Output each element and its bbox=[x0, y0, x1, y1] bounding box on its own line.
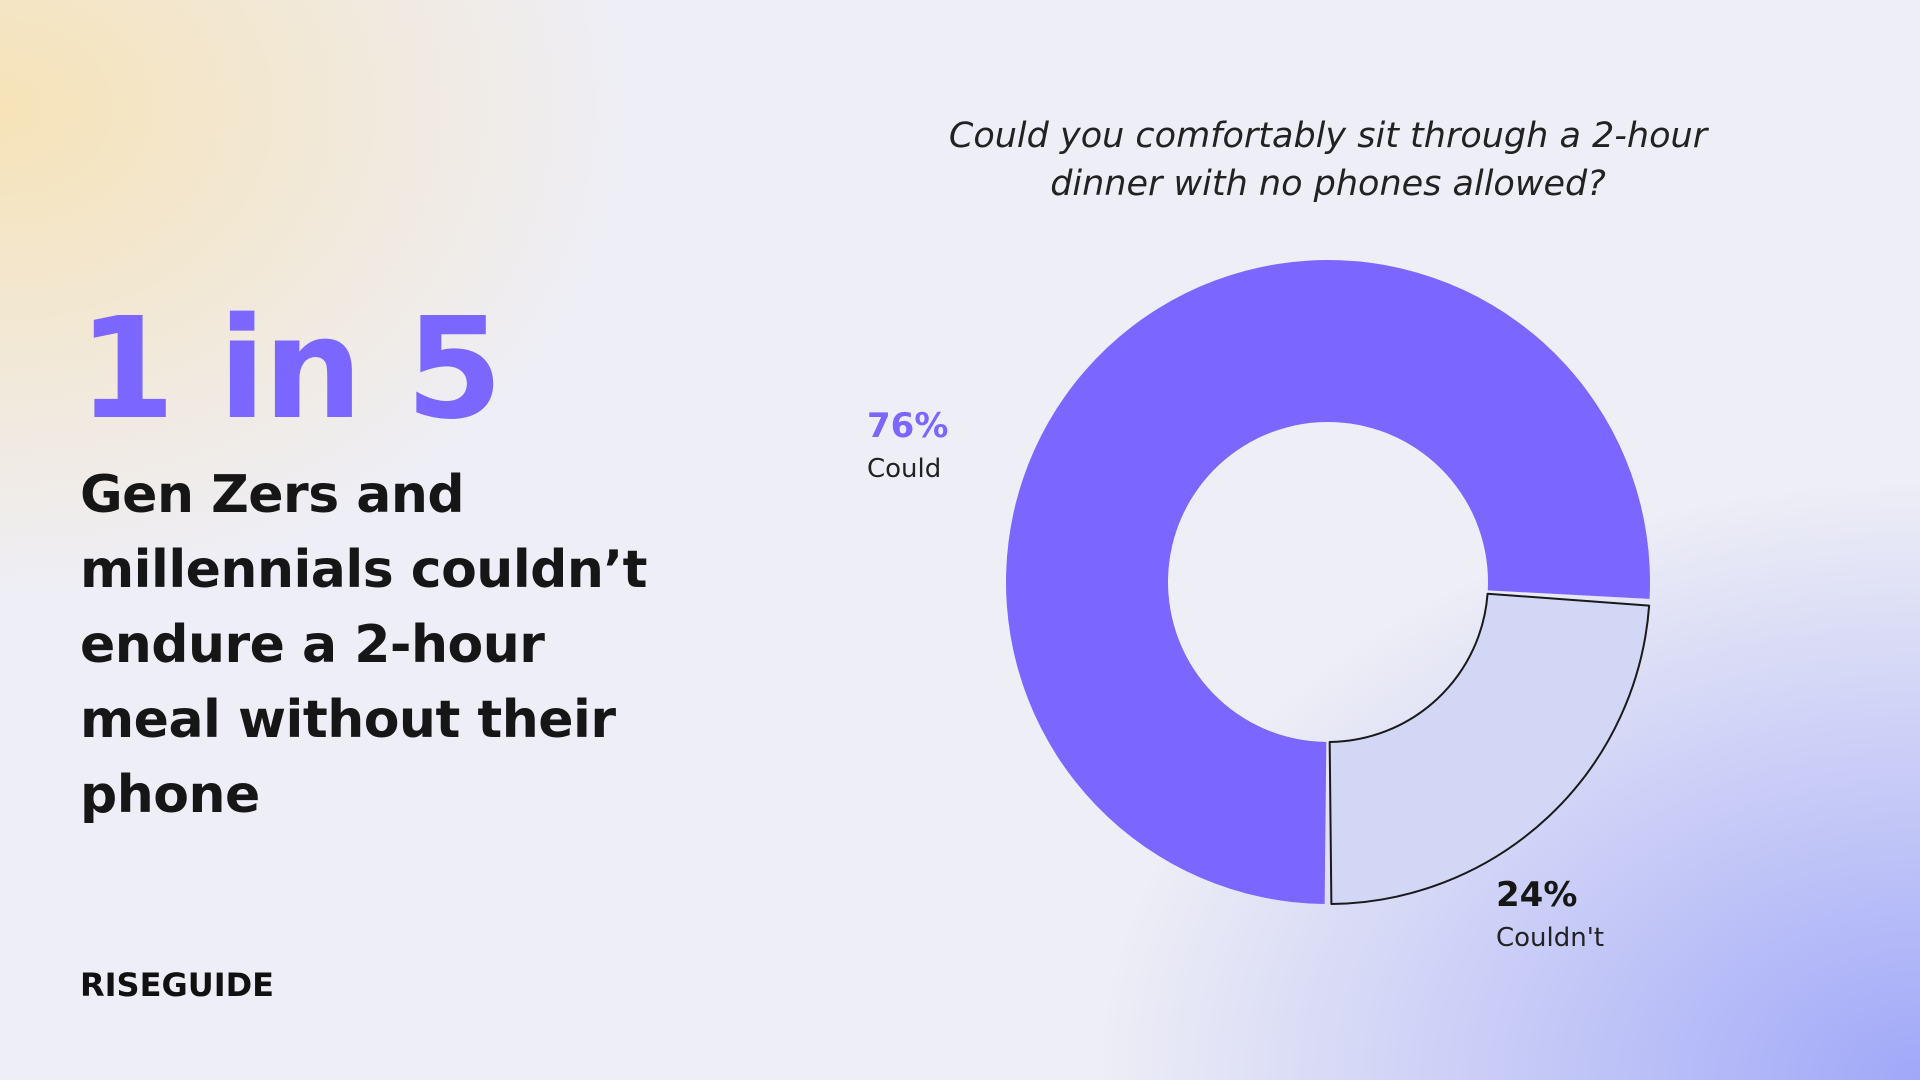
donut-segment bbox=[1328, 592, 1651, 905]
chart-title: Could you comfortably sit through a 2-ho… bbox=[948, 116, 1708, 204]
headline-text: Gen Zers and millennials couldn’t endure… bbox=[80, 465, 648, 825]
brand-logo: RISEGUIDE bbox=[80, 966, 275, 1004]
value-label: 76% bbox=[867, 406, 948, 446]
value-label: 24% bbox=[1496, 875, 1577, 915]
category-label: Couldn't bbox=[1496, 923, 1604, 953]
headline-stat: 1 in 5 bbox=[78, 288, 503, 451]
donut-segment bbox=[1006, 260, 1650, 904]
category-label: Could bbox=[867, 454, 941, 484]
